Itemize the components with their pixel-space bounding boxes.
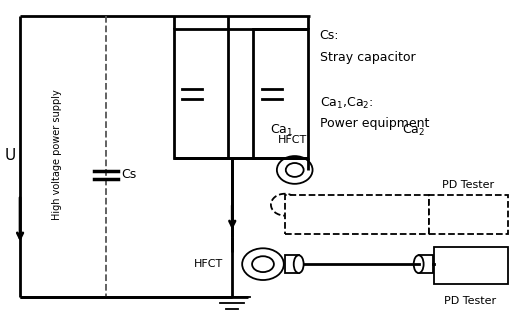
Ellipse shape	[277, 156, 313, 184]
Ellipse shape	[252, 256, 274, 272]
Text: HFCT: HFCT	[194, 259, 223, 269]
Bar	[428, 195, 508, 234]
Text: Power equipment: Power equipment	[320, 117, 429, 130]
Text: Cs: Cs	[121, 168, 137, 181]
Text: Cs:: Cs:	[320, 29, 339, 42]
Bar	[285, 195, 428, 234]
Text: Ca$_1$,Ca$_2$:: Ca$_1$,Ca$_2$:	[320, 96, 373, 111]
Bar	[174, 29, 228, 158]
Text: HFCT: HFCT	[278, 135, 308, 145]
Ellipse shape	[286, 163, 304, 177]
Text: U: U	[5, 148, 16, 163]
Ellipse shape	[414, 255, 424, 273]
Ellipse shape	[271, 194, 299, 215]
Bar	[434, 247, 508, 284]
Text: High voltage power supply: High voltage power supply	[52, 90, 62, 220]
Ellipse shape	[294, 255, 304, 273]
Bar	[253, 29, 308, 158]
Text: PD Tester: PD Tester	[444, 296, 496, 306]
Bar	[419, 255, 433, 273]
Ellipse shape	[242, 248, 284, 280]
Text: Ca$_1$: Ca$_1$	[270, 123, 293, 138]
Text: Ca$_2$: Ca$_2$	[402, 123, 425, 138]
Text: PD Tester: PD Tester	[442, 180, 494, 190]
Bar	[285, 255, 299, 273]
Text: Stray capacitor: Stray capacitor	[320, 51, 415, 64]
